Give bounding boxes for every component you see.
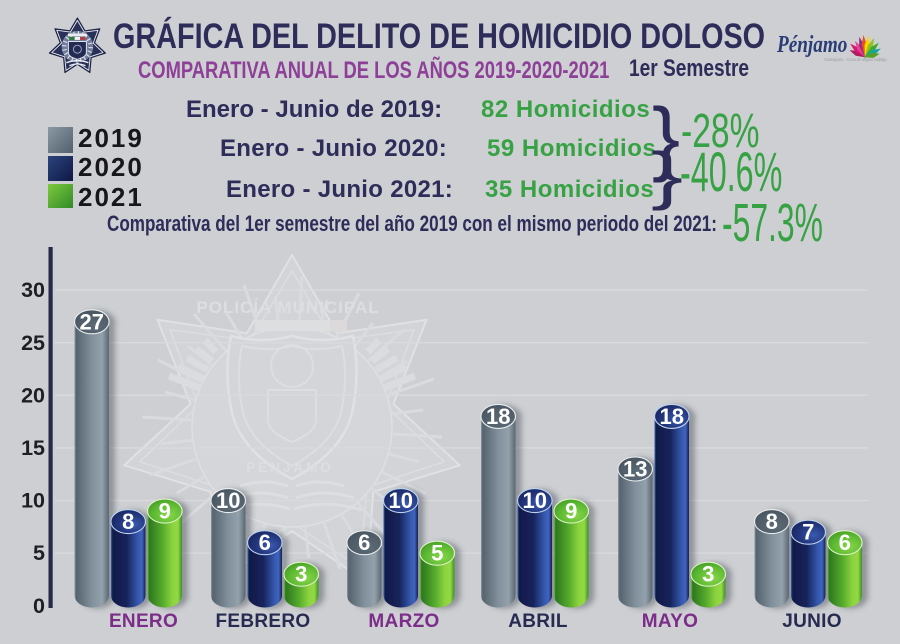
svg-text:10: 10 bbox=[523, 488, 547, 513]
svg-text:5: 5 bbox=[33, 541, 45, 565]
svg-text:27: 27 bbox=[80, 309, 104, 334]
svg-text:JUNIO: JUNIO bbox=[782, 611, 842, 632]
svg-text:30: 30 bbox=[21, 278, 45, 302]
svg-text:13: 13 bbox=[623, 457, 647, 482]
svg-text:3: 3 bbox=[702, 562, 714, 587]
svg-text:ABRIL: ABRIL bbox=[508, 611, 568, 632]
svg-text:7: 7 bbox=[802, 520, 814, 545]
svg-text:8: 8 bbox=[122, 509, 134, 534]
svg-text:9: 9 bbox=[565, 499, 577, 524]
svg-text:15: 15 bbox=[21, 436, 45, 460]
svg-text:0: 0 bbox=[33, 594, 45, 618]
svg-text:9: 9 bbox=[159, 499, 171, 524]
svg-text:MAYO: MAYO bbox=[642, 611, 698, 632]
svg-text:10: 10 bbox=[216, 488, 240, 513]
svg-text:PÉNJAMO: PÉNJAMO bbox=[246, 460, 334, 475]
svg-text:6: 6 bbox=[839, 530, 851, 555]
svg-text:POLICÍA MUNICIPAL: POLICÍA MUNICIPAL bbox=[196, 298, 379, 317]
svg-text:10: 10 bbox=[389, 488, 413, 513]
svg-text:6: 6 bbox=[358, 530, 370, 555]
svg-text:8: 8 bbox=[766, 509, 778, 534]
svg-text:ENERO: ENERO bbox=[109, 611, 178, 632]
svg-text:25: 25 bbox=[21, 331, 45, 355]
svg-text:20: 20 bbox=[21, 383, 45, 407]
svg-text:18: 18 bbox=[660, 404, 684, 429]
svg-text:18: 18 bbox=[486, 404, 510, 429]
svg-text:3: 3 bbox=[295, 562, 307, 587]
svg-text:6: 6 bbox=[259, 530, 271, 555]
svg-text:FEBRERO: FEBRERO bbox=[216, 611, 311, 632]
svg-text:5: 5 bbox=[431, 541, 443, 566]
svg-text:10: 10 bbox=[21, 489, 45, 513]
svg-text:MARZO: MARZO bbox=[368, 611, 439, 632]
